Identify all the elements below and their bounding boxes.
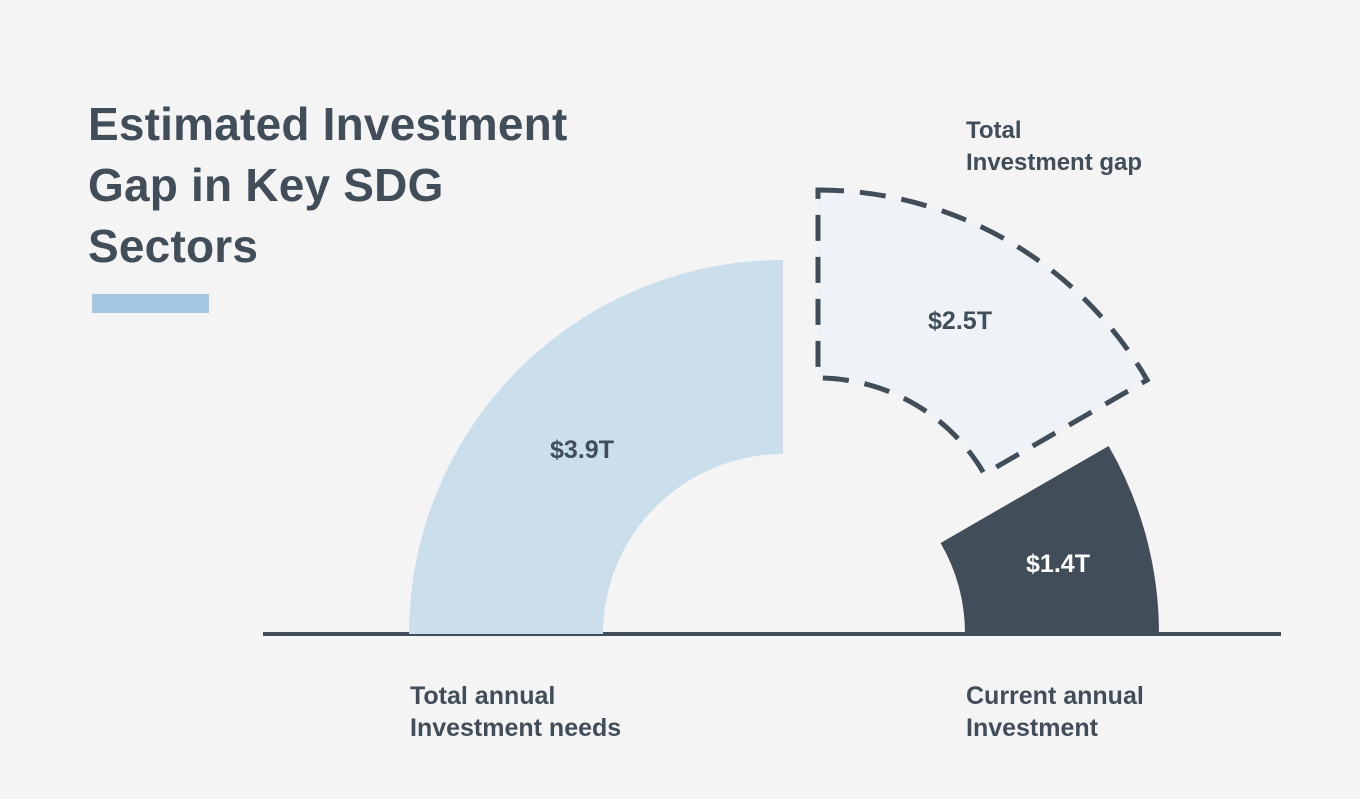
- caption-current-annual-investment: Current annual Investment: [966, 680, 1144, 744]
- title-accent-bar: [92, 294, 209, 313]
- title-line: Estimated Investment: [88, 98, 568, 150]
- segment-total-annual-needs: [409, 260, 783, 634]
- caption-line: Investment: [966, 714, 1098, 742]
- caption-total-investment-gap: Total Investment gap: [966, 115, 1142, 179]
- caption-total-annual-needs: Total annual Investment needs: [410, 680, 621, 744]
- data-label-needs: $3.9T: [550, 436, 614, 464]
- caption-line: Total: [966, 117, 1022, 144]
- title-line: Sectors: [88, 220, 259, 272]
- caption-line: Investment gap: [966, 149, 1143, 176]
- segment-current-annual-investment: [940, 446, 1159, 634]
- caption-line: Investment needs: [410, 714, 622, 742]
- data-label-gap: $2.5T: [928, 307, 992, 335]
- title-line: Gap in Key SDG: [88, 159, 444, 211]
- caption-line: Current annual: [966, 682, 1144, 710]
- data-label-current: $1.4T: [1026, 550, 1090, 578]
- caption-line: Total annual: [410, 682, 556, 710]
- segment-total-investment-gap: [815, 187, 1151, 478]
- chart-title: Estimated Investment Gap in Key SDG Sect…: [88, 94, 648, 277]
